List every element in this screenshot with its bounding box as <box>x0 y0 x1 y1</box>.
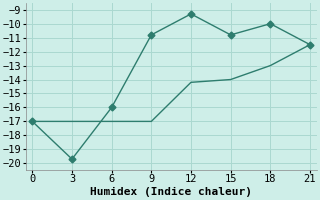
X-axis label: Humidex (Indice chaleur): Humidex (Indice chaleur) <box>90 187 252 197</box>
